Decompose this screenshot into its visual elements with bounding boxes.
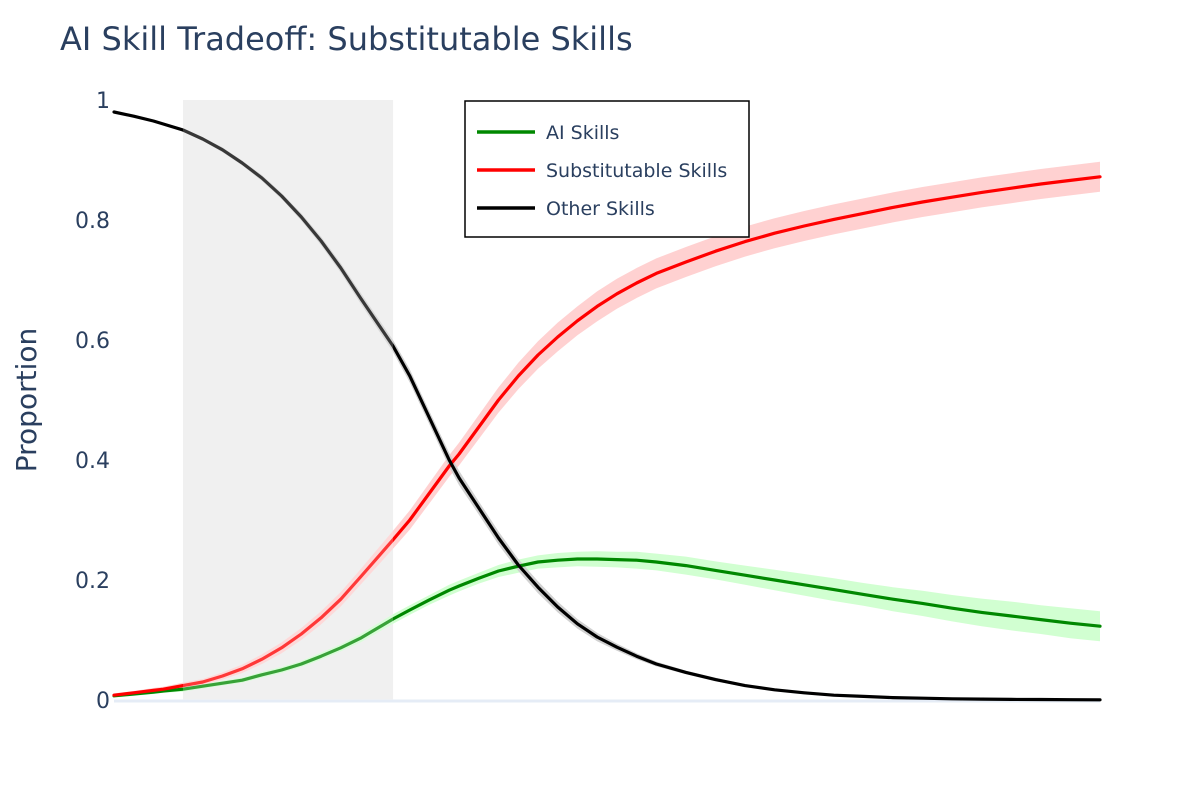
ai-skills-line: [112, 557, 1102, 698]
ai-skills-confidence-band: [114, 551, 1100, 698]
other-skills-line: [112, 110, 1102, 702]
legend-entry-other-skills: Other Skills: [546, 198, 655, 220]
plot-area: [112, 100, 1102, 703]
y-tick-label: 0.6: [75, 329, 110, 354]
y-axis: 0 0.2 0.4 0.6 0.8 1: [75, 89, 110, 714]
chart-title: AI Skill Tradeoff: Substitutable Skills: [60, 20, 633, 58]
substitutable-skills-line: [112, 175, 1102, 697]
y-tick-label: 1: [96, 89, 110, 114]
legend-entry-ai-skills: AI Skills: [546, 122, 619, 144]
legend: AI Skills Substitutable Skills Other Skill…: [464, 100, 750, 238]
y-tick-label: 0: [96, 689, 110, 714]
y-tick-label: 0.8: [75, 209, 110, 234]
shaded-region-overlay: [183, 100, 394, 700]
y-axis-label: Proportion: [10, 328, 43, 472]
y-tick-label: 0.4: [75, 449, 110, 474]
y-tick-label: 0.2: [75, 569, 110, 594]
legend-entry-substitutable-skills: Substitutable Skills: [546, 160, 727, 182]
